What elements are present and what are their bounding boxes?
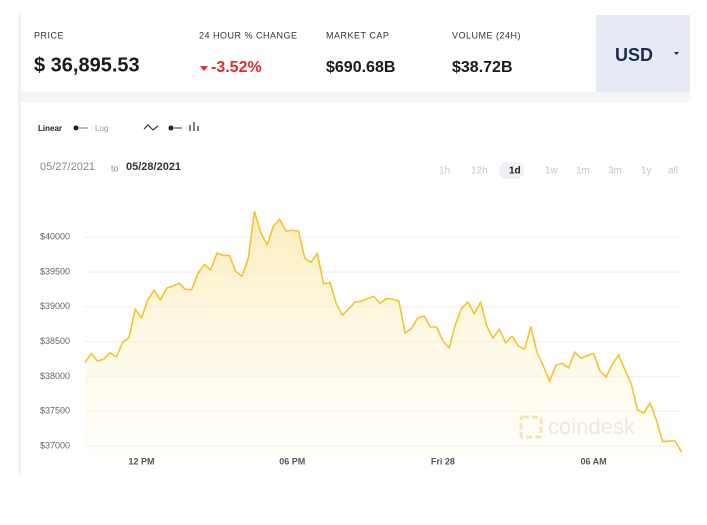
range-button[interactable]: 1h — [439, 166, 450, 177]
range-button[interactable]: 1y — [641, 166, 652, 177]
y-tick-label: $40000 — [40, 232, 70, 242]
line-icon[interactable] — [143, 124, 159, 131]
y-tick-label: $38000 — [40, 371, 70, 381]
caret — [674, 52, 679, 55]
dot-icon[interactable] — [168, 125, 174, 131]
y-tick-label: $37000 — [40, 440, 70, 450]
price: $ 36,895.53 — [34, 54, 140, 76]
y-tick-label: $39000 — [40, 301, 70, 311]
market-cap: $690.68B — [326, 59, 395, 76]
linear-option[interactable]: Linear — [38, 124, 62, 133]
left-border — [18, 15, 21, 475]
y-tick-label: $37500 — [40, 406, 70, 416]
x-tick-label: Fri 28 — [431, 456, 455, 466]
x-tick-label: 12 PM — [129, 456, 155, 466]
x-tick-label: 06 AM — [580, 456, 606, 466]
volume-label: VOLUME (24H) — [452, 30, 521, 40]
log-option[interactable]: Log — [95, 124, 108, 133]
range-button[interactable]: 1w — [545, 166, 559, 177]
bar-icon[interactable] — [189, 122, 199, 131]
change: -3.52% — [211, 59, 262, 76]
date-to[interactable]: 05/28/2021 — [126, 161, 181, 173]
range-button[interactable]: 3m — [608, 166, 622, 177]
range-highlight[interactable] — [499, 162, 524, 179]
currency[interactable]: USD — [615, 45, 653, 65]
range-button[interactable]: 1m — [576, 166, 590, 177]
price-line — [84, 210, 683, 453]
header-divider — [20, 92, 690, 102]
market-cap-label: MARKET CAP — [326, 30, 389, 40]
y-tick-label: $39500 — [40, 266, 70, 276]
toggle-knob[interactable] — [73, 125, 79, 131]
currency-button[interactable] — [596, 15, 690, 92]
change-label: 24 HOUR % CHANGE — [199, 30, 298, 40]
date-to-word: to — [111, 163, 119, 173]
price-label: PRICE — [34, 30, 64, 40]
range-button[interactable]: 1d — [509, 166, 521, 177]
volume: $38.72B — [452, 59, 513, 76]
watermark-logo — [519, 415, 543, 439]
x-tick-label: 06 PM — [279, 456, 305, 466]
range-button[interactable]: all — [668, 166, 678, 177]
range-button[interactable]: 12h — [471, 166, 488, 177]
area-fill — [85, 211, 682, 455]
header-panel — [20, 15, 690, 93]
date-from[interactable]: 05/27/2021 — [40, 161, 95, 173]
down-arrow — [200, 66, 208, 71]
y-tick-label: $38500 — [40, 336, 70, 346]
